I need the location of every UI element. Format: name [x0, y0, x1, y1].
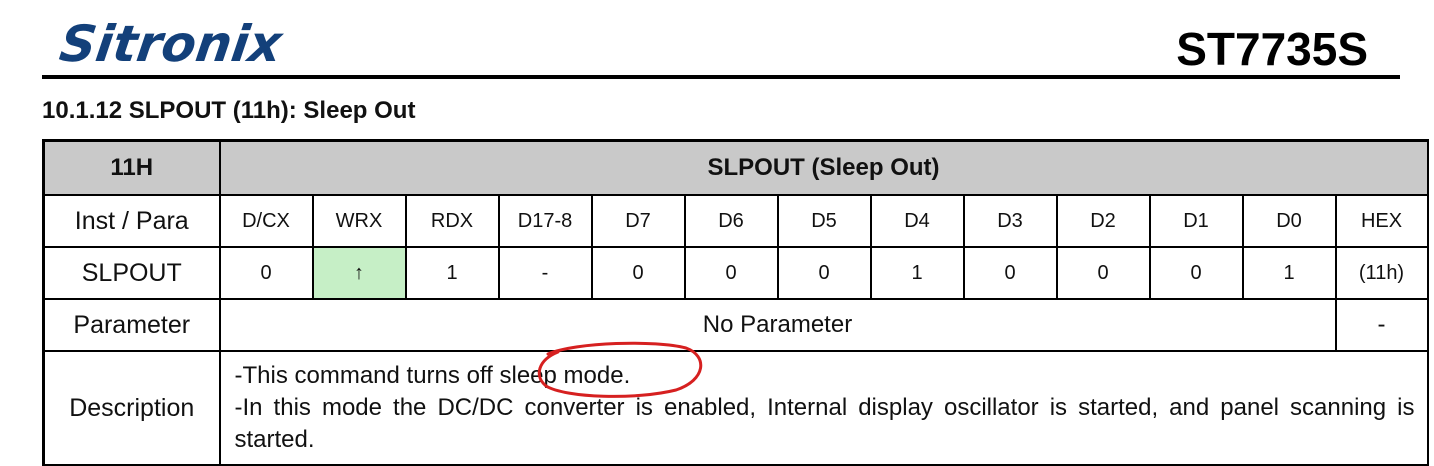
parameter-label: Parameter: [42, 298, 221, 352]
bit-value-cell: 0: [683, 246, 779, 300]
sitronix-logo: Sitronix: [56, 15, 286, 73]
column-header: D2: [1055, 194, 1151, 248]
section-title: 10.1.12 SLPOUT (11h): Sleep Out: [42, 97, 416, 124]
column-header: D/CX: [218, 194, 314, 248]
column-header-row: Inst / Para D/CX WRX RDX D17-8 D7 D6 D5 …: [42, 194, 1429, 248]
command-code-cell: 11H: [42, 139, 221, 196]
bit-value-cell: 1: [404, 246, 500, 300]
column-header: D1: [1148, 194, 1244, 248]
column-header: D17-8: [497, 194, 593, 248]
bit-value-cell: 0: [962, 246, 1058, 300]
bit-value-cell: 1: [869, 246, 965, 300]
bit-value-cell: -: [497, 246, 593, 300]
parameter-hex: -: [1334, 298, 1429, 352]
description-row: Description -This command turns off slee…: [42, 350, 1429, 466]
description-label: Description: [42, 350, 221, 466]
column-header: D3: [962, 194, 1058, 248]
bit-value-cell: 0: [776, 246, 872, 300]
wrx-rising-edge-cell: ↑: [311, 246, 407, 300]
column-header: D4: [869, 194, 965, 248]
command-name-cell: SLPOUT: [42, 246, 221, 300]
parameter-row: Parameter No Parameter -: [42, 298, 1429, 352]
column-header: HEX: [1334, 194, 1429, 248]
part-number: ST7735S: [1176, 23, 1368, 75]
column-header: WRX: [311, 194, 407, 248]
parameter-value: No Parameter: [218, 298, 1337, 352]
bit-value-cell: 0: [1055, 246, 1151, 300]
bit-value-cell: 1: [1241, 246, 1337, 300]
header-rule: [42, 75, 1400, 79]
column-header: D7: [590, 194, 686, 248]
table-header-row: 11H SLPOUT (Sleep Out): [42, 139, 1429, 196]
bit-value-cell: 0: [218, 246, 314, 300]
description-line: -This command turns off sleep mode.: [234, 362, 631, 389]
hex-value-cell: (11h): [1334, 246, 1429, 300]
column-header: D6: [683, 194, 779, 248]
inst-para-label: Inst / Para: [42, 194, 221, 248]
column-header: RDX: [404, 194, 500, 248]
bit-value-cell: 0: [1148, 246, 1244, 300]
description-text: -This command turns off sleep mode. -In …: [218, 350, 1429, 466]
command-value-row: SLPOUT 0 ↑ 1 - 0 0 0 1 0 0 0 1 (11h): [42, 246, 1429, 300]
column-header: D5: [776, 194, 872, 248]
column-header: D0: [1241, 194, 1337, 248]
description-line: -In this mode the DC/DC converter is ena…: [234, 394, 1415, 453]
command-table: 11H SLPOUT (Sleep Out) Inst / Para D/CX …: [42, 139, 1429, 466]
bit-value-cell: 0: [590, 246, 686, 300]
command-title-cell: SLPOUT (Sleep Out): [218, 139, 1429, 196]
